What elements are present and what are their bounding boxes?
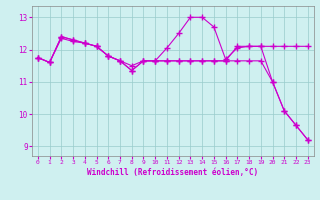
X-axis label: Windchill (Refroidissement éolien,°C): Windchill (Refroidissement éolien,°C) <box>87 168 258 177</box>
